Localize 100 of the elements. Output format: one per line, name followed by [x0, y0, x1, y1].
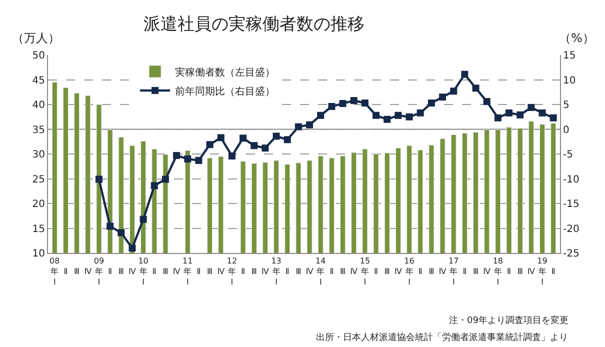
y2-tick-label: -25 [563, 248, 580, 260]
point [416, 109, 424, 116]
x-tick-label: Ⅳ [394, 267, 403, 276]
x-tick-label: 12年Ⅰ [226, 256, 238, 286]
x-tick-label: Ⅳ [350, 267, 358, 276]
y-tick-label: 30 [32, 150, 45, 160]
x-tick-label: 17年Ⅰ [448, 256, 459, 286]
point [162, 176, 169, 183]
text: 注・09年より調査項目を変更 [449, 315, 568, 326]
chart-title: 派遣社員の実稼働者数の推移 [144, 14, 365, 34]
x-tick-label: Ⅲ [340, 267, 346, 276]
y2-tick-label: -5 [563, 150, 573, 160]
point [361, 100, 368, 107]
x-tick-label: Ⅱ [108, 267, 112, 276]
point [472, 84, 480, 92]
x-tick-label: Ⅱ [418, 267, 422, 276]
y-tick-label: 40 [32, 100, 45, 111]
legend-label: 前年同期比（右目盛） [175, 85, 276, 98]
x-tick-label: Ⅳ [262, 267, 270, 276]
point [494, 114, 502, 122]
y-tick-label: 45 [32, 75, 45, 86]
x-tick-label: Ⅲ [162, 267, 168, 276]
point [439, 94, 446, 101]
x-tick-label: Ⅱ [462, 267, 467, 276]
x-tick-label: Ⅲ [207, 267, 213, 276]
point [217, 134, 224, 142]
x-tick-label: Ⅲ [517, 267, 523, 276]
y2-tick-label: 10 [563, 75, 576, 86]
y-tick-label: 10 [32, 248, 45, 260]
x-tick-label: 09年Ⅰ [94, 256, 104, 286]
x-tick-label: Ⅱ [152, 267, 156, 276]
x-tick-label: Ⅳ [527, 267, 536, 276]
point [240, 134, 247, 142]
x-tick-label: Ⅳ [172, 267, 181, 276]
point [128, 244, 136, 252]
point [372, 112, 380, 119]
point [95, 176, 102, 183]
x-tick-label: Ⅲ [251, 267, 257, 276]
x-tick-label: Ⅳ [128, 267, 137, 276]
point [150, 182, 158, 190]
y-tick-label: 35 [32, 124, 45, 136]
y2-tick-label: 5 [563, 100, 570, 111]
point [106, 222, 114, 230]
x-tick-label: 16年Ⅰ [404, 256, 414, 286]
x-tick-label: 13年Ⅰ [271, 256, 282, 286]
point [262, 144, 269, 152]
x-tick-label: Ⅲ [296, 267, 302, 276]
x-tick-label: Ⅱ [507, 267, 512, 276]
x-tick-label: 15年Ⅰ [360, 256, 370, 286]
point [272, 132, 280, 140]
y2-tick-label: 0 [563, 124, 570, 136]
text: 出所・日本人材派遣協会統計「労働者派遣事業統計調査」より [316, 332, 568, 343]
point [173, 152, 180, 159]
point [250, 142, 258, 150]
x-tick-label: 19年Ⅰ [537, 256, 548, 286]
x-tick-label: Ⅲ [118, 267, 124, 276]
point [406, 113, 413, 120]
x-tick-label: 14年Ⅰ [316, 256, 326, 286]
x-tick-label: Ⅱ [241, 267, 246, 276]
point [206, 141, 214, 148]
x-tick-label: 18年Ⅰ [492, 256, 504, 286]
x-tick-label: Ⅳ [306, 267, 314, 276]
x-tick-label: Ⅳ [438, 267, 447, 276]
point [284, 136, 291, 144]
x-tick-label: Ⅲ [74, 267, 80, 276]
point [350, 97, 358, 104]
x-tick-label: 08年Ⅰ [50, 256, 60, 286]
y2-tick-label: -10 [563, 174, 580, 186]
point [184, 155, 192, 162]
point [306, 121, 314, 128]
point [394, 112, 402, 119]
point [384, 116, 391, 123]
point [140, 216, 147, 223]
y-tick-label: 25 [32, 174, 45, 186]
x-tick-label: Ⅳ [483, 267, 492, 276]
point [550, 114, 557, 122]
point [450, 88, 458, 95]
x-tick-label: Ⅱ [64, 267, 68, 276]
y2-tick-label: 15 [563, 50, 576, 62]
x-tick-label: Ⅱ [374, 267, 378, 276]
y-tick-label: 15 [32, 224, 45, 235]
y-axis-title: （万人） [12, 31, 60, 45]
x-tick-label: Ⅲ [384, 267, 390, 276]
point [328, 102, 336, 110]
point [118, 229, 125, 236]
x-tick-label: Ⅲ [428, 267, 434, 276]
x-tick-label: Ⅲ [473, 267, 479, 276]
point [506, 109, 513, 116]
y-tick-label: 50 [32, 50, 45, 62]
point [195, 156, 202, 164]
x-tick-label: Ⅳ [217, 267, 226, 276]
x-tick-label: Ⅱ [330, 267, 334, 276]
point [294, 123, 302, 130]
point [538, 109, 546, 116]
x-tick-label: 11年Ⅰ [182, 256, 193, 286]
x-tick-label: 10年Ⅰ [138, 256, 148, 286]
x-tick-label: Ⅱ [285, 267, 290, 276]
legend-label: 実稼働者数（左目盛） [175, 66, 276, 78]
point [483, 98, 490, 106]
y2-tick-label: -20 [563, 224, 580, 235]
